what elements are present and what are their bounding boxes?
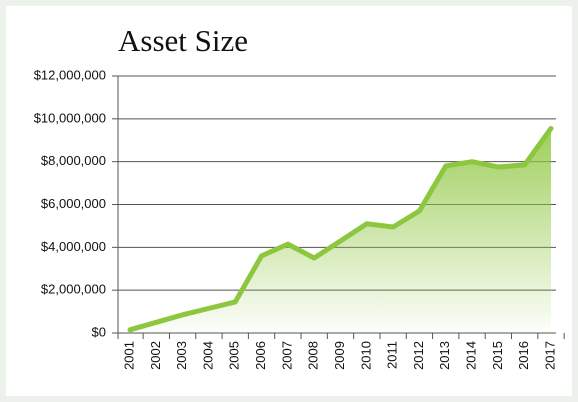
line (127, 125, 554, 333)
x-tick-label: 2015 (490, 341, 505, 370)
x-tick-label: 2003 (174, 341, 189, 370)
y-tick-label: $10,000,000 (34, 110, 106, 125)
x-tick-label: 2008 (306, 341, 321, 370)
x-tick-label: 2016 (516, 341, 531, 370)
x-tick-label: 2013 (437, 341, 452, 370)
x-tick-label: 2011 (385, 341, 400, 369)
y-tick-label: $12,000,000 (34, 67, 106, 82)
x-tick-label: 2002 (148, 341, 163, 370)
y-tick-label: $2,000,000 (41, 282, 106, 297)
y-tick-label: $8,000,000 (41, 153, 106, 168)
x-tick-label: 2017 (542, 341, 557, 370)
x-tick-label: 2012 (411, 341, 426, 370)
area-fill (130, 128, 551, 333)
x-tick-label: 2001 (121, 341, 136, 370)
x-tick-label: 2009 (332, 341, 347, 370)
x-tick-label: 2006 (253, 341, 268, 370)
y-tick-label: $6,000,000 (41, 196, 106, 211)
x-tick-label: 2007 (279, 341, 294, 370)
chart-title: Asset Size (118, 23, 248, 58)
y-tick-label: $0 (92, 324, 106, 339)
y-tick-label: $4,000,000 (41, 239, 106, 254)
x-tick-label: 2014 (464, 341, 479, 370)
x-tick-label: 2010 (358, 341, 373, 370)
x-tick-label: 2004 (200, 341, 215, 370)
x-tick-label: 2005 (227, 341, 242, 370)
